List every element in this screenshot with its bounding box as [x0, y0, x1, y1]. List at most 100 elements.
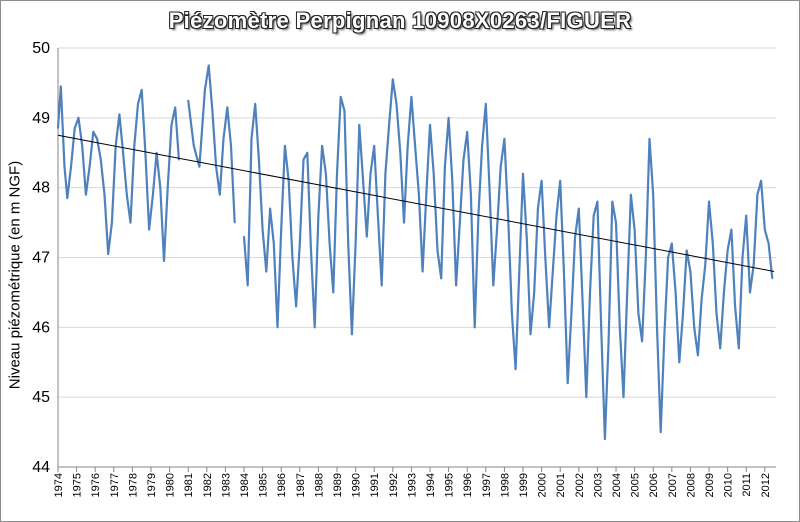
data-point [511, 312, 513, 315]
data-point [325, 172, 327, 175]
data-point [548, 326, 550, 329]
data-point [589, 291, 591, 294]
data-point [429, 124, 431, 126]
data-point [332, 291, 335, 294]
data-point [354, 242, 357, 245]
data-point [604, 438, 606, 440]
data-point [77, 117, 80, 119]
x-tick-label: 1987 [295, 473, 307, 497]
data-point [174, 106, 176, 109]
data-point [410, 96, 413, 98]
data-point [514, 368, 517, 371]
x-tick-label: 2002 [574, 473, 586, 497]
data-point [537, 207, 539, 210]
data-point [473, 326, 476, 329]
data-point [559, 179, 561, 182]
data-point [380, 284, 383, 287]
x-tick-label: 1982 [202, 473, 214, 497]
data-point [499, 165, 502, 168]
data-point [302, 158, 305, 161]
x-tick-label: 1998 [499, 473, 511, 497]
data-point [663, 333, 666, 336]
data-point [66, 197, 69, 199]
data-point [607, 340, 610, 343]
data-point [544, 256, 547, 259]
data-point [85, 193, 87, 196]
data-point [414, 145, 416, 147]
data-point [726, 249, 729, 252]
x-tick-label: 1978 [127, 473, 139, 497]
y-tick-labels: 44 45 46 47 48 49 50 [32, 40, 50, 476]
x-tick-label: 2012 [760, 473, 772, 497]
data-point [57, 127, 59, 130]
y-tick-label: 47 [32, 250, 50, 267]
x-tick-label: 1989 [332, 473, 344, 497]
data-point [444, 165, 446, 168]
x-tick-label: 1980 [165, 473, 177, 497]
y-tick-label: 46 [32, 319, 50, 336]
data-point [600, 326, 602, 329]
x-tick-label: 1986 [276, 473, 288, 497]
data-point [258, 158, 260, 161]
data-point [403, 221, 405, 224]
data-point [122, 152, 124, 154]
data-point [767, 242, 770, 245]
data-point [133, 145, 136, 147]
data-point [507, 214, 509, 217]
data-point [459, 221, 461, 224]
data-point [339, 96, 342, 98]
x-tick-label: 2000 [537, 473, 549, 497]
y-tick-label: 49 [32, 110, 50, 127]
data-point [626, 291, 628, 294]
y-tick-label: 45 [32, 389, 50, 406]
data-point [421, 270, 424, 273]
data-point [641, 340, 643, 343]
data-point [745, 214, 747, 217]
data-point [525, 235, 528, 238]
data-point [771, 277, 774, 280]
data-point [369, 172, 372, 175]
data-point [760, 179, 762, 182]
data-point [287, 179, 290, 182]
data-point [447, 117, 450, 119]
data-point [299, 242, 301, 245]
data-point [96, 138, 98, 140]
trendline [57, 134, 775, 272]
data-point [503, 138, 506, 140]
data-point [704, 263, 707, 266]
data-point [563, 270, 565, 273]
data-point [243, 235, 245, 238]
data-point [451, 179, 454, 182]
data-point [492, 284, 495, 287]
data-point [723, 291, 725, 294]
data-point [343, 110, 346, 112]
series-line [56, 64, 774, 441]
data-point [137, 103, 139, 105]
data-point [336, 172, 338, 175]
data-point [533, 291, 535, 294]
x-tick-label: 1979 [146, 473, 158, 497]
x-tick-label: 2004 [611, 473, 623, 497]
data-point [481, 145, 483, 147]
data-point [406, 145, 409, 147]
data-point [700, 298, 703, 301]
data-point [399, 152, 402, 154]
data-point [310, 249, 312, 252]
data-point [306, 152, 309, 154]
data-point [163, 260, 165, 262]
data-point [219, 193, 221, 196]
x-tick-label: 1984 [239, 473, 251, 497]
data-point [276, 326, 279, 329]
x-tick-label: 1981 [183, 473, 195, 497]
data-point [295, 305, 297, 308]
y-tick-label: 50 [32, 40, 50, 57]
data-point [540, 179, 543, 182]
data-point [118, 113, 121, 116]
data-point [485, 103, 487, 105]
data-point [555, 214, 558, 217]
x-tick-label: 1977 [109, 473, 121, 497]
data-point [619, 326, 621, 329]
data-point [269, 207, 271, 210]
data-point [648, 138, 651, 140]
data-point [155, 152, 158, 154]
